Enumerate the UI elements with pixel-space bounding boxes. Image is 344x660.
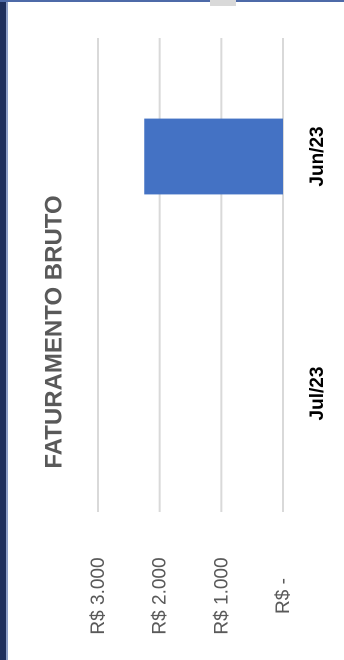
value-tick-label: R$ 1.000: [211, 557, 232, 634]
window-frame-left: [0, 0, 6, 660]
category-label: Jun/23: [307, 126, 328, 186]
gridlines: [97, 38, 284, 512]
category-label: Jul/23: [307, 367, 328, 421]
bars: [144, 118, 283, 195]
window-frame-left-highlight: [6, 0, 8, 660]
chart-title: FATURAMENTO BRUTO: [40, 195, 67, 468]
category-axis-labels: Jun/23 Jul/23: [307, 126, 328, 420]
scroll-handle[interactable]: [210, 0, 236, 6]
bar-jun-23: [144, 118, 283, 195]
value-tick-label: R$ -: [273, 578, 294, 614]
value-axis-tick-labels: R$ - R$ 1.000 R$ 2.000 R$ 3.000: [88, 557, 294, 634]
value-tick-label: R$ 3.000: [88, 557, 109, 634]
window-frame-top: [0, 0, 344, 2]
value-tick-label: R$ 2.000: [150, 557, 171, 634]
